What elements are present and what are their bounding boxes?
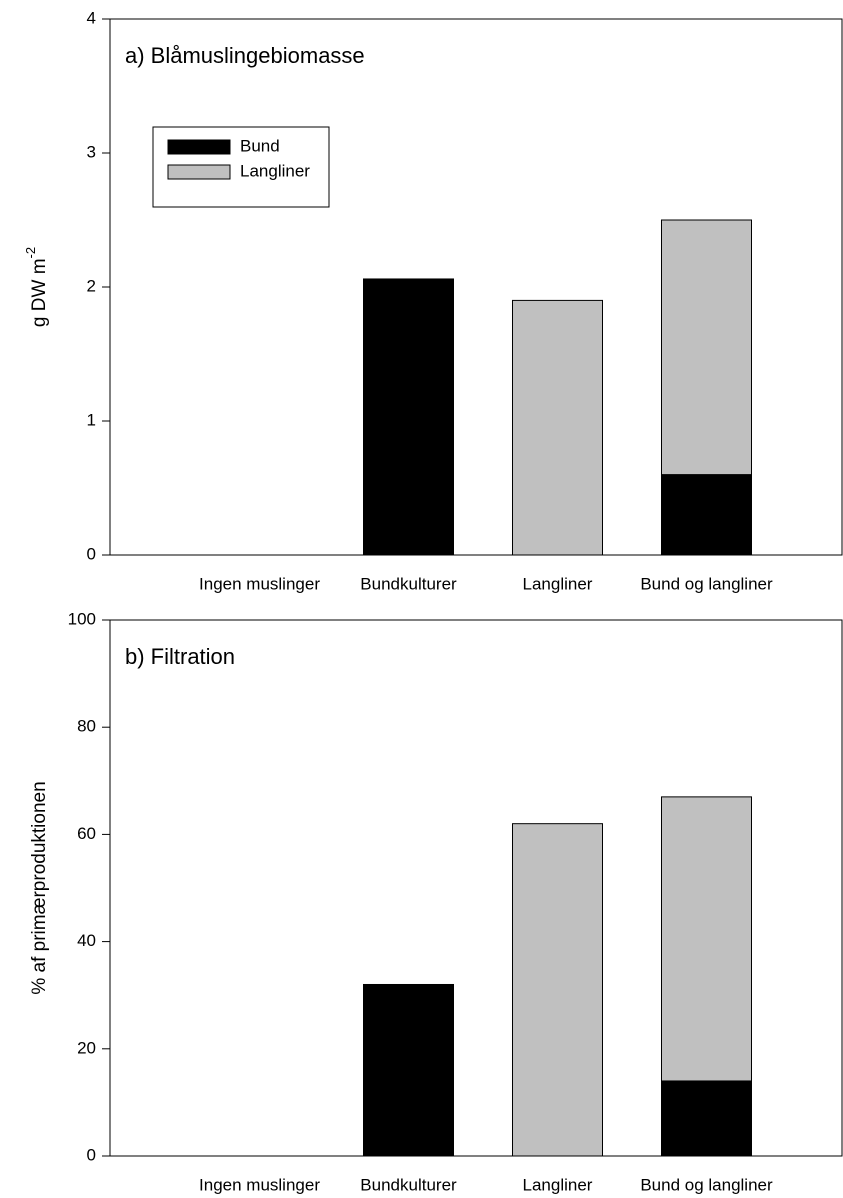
y-axis-label-superscript: -2 xyxy=(23,247,38,259)
bar-segment xyxy=(363,983,454,1157)
legend-swatch xyxy=(167,164,231,180)
y-axis-label: g DW m-2 xyxy=(23,247,50,327)
y-tick-label: 40 xyxy=(77,931,96,950)
x-tick-label: Bundkulturer xyxy=(360,574,457,593)
legend-label: Langliner xyxy=(240,161,310,180)
y-tick-label: 0 xyxy=(87,1145,96,1164)
plot-frame xyxy=(109,619,843,1157)
x-tick-label: Bund og langliner xyxy=(640,574,773,593)
y-axis-label-text: % af primærproduktionen xyxy=(29,781,50,994)
bar-segment xyxy=(363,278,454,556)
bar-segment xyxy=(661,796,752,1082)
y-tick-label: 1 xyxy=(87,410,96,429)
x-tick-label: Bundkulturer xyxy=(360,1175,457,1194)
bar-segment xyxy=(661,219,752,476)
bar-segment xyxy=(661,1080,752,1157)
legend-label: Bund xyxy=(240,136,280,155)
y-axis-label: % af primærproduktionen xyxy=(29,781,50,994)
x-tick-label: Ingen muslinger xyxy=(199,1175,320,1194)
panel-title: a) Blåmuslingebiomasse xyxy=(125,43,365,68)
bar-segment xyxy=(512,299,603,556)
x-tick-label: Bund og langliner xyxy=(640,1175,773,1194)
x-tick-label: Ingen muslinger xyxy=(199,574,320,593)
panel: Ingen muslinger Bundkulturer Langliner Bund… xyxy=(23,8,843,593)
y-tick-label: 3 xyxy=(87,142,96,161)
y-tick-label: 4 xyxy=(87,8,96,27)
panel-title: b) Filtration xyxy=(125,644,235,669)
bar-segment xyxy=(512,823,603,1157)
y-tick-label: 60 xyxy=(77,824,96,843)
x-tick-label: Langliner xyxy=(523,1175,593,1194)
y-tick-label: 100 xyxy=(68,609,96,628)
x-tick-label: Langliner xyxy=(523,574,593,593)
y-tick-label: 2 xyxy=(87,276,96,295)
y-tick-label: 80 xyxy=(77,717,96,736)
y-axis-label-text: g DW m xyxy=(29,258,50,327)
y-tick-label: 20 xyxy=(77,1038,96,1057)
y-tick-label: 0 xyxy=(87,544,96,563)
legend-swatch xyxy=(167,139,231,155)
bar-segment xyxy=(661,474,752,556)
panel: Ingen muslinger Bundkulturer Langliner Bund… xyxy=(29,609,843,1194)
